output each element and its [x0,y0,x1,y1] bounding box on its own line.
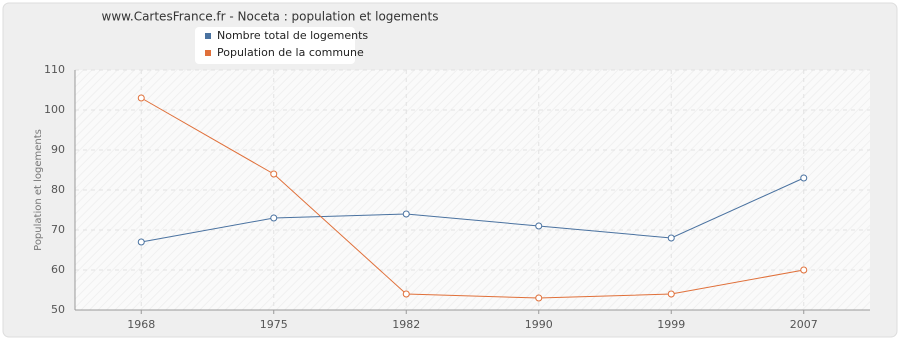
chart-title: www.CartesFrance.fr - Noceta : populatio… [102,10,439,24]
x-tick-label: 1990 [525,318,553,331]
plot-area [75,70,870,310]
series-line [141,97,804,299]
legend-swatch [205,33,211,39]
legend-label: Nombre total de logements [217,29,368,42]
y-tick-label: 80 [51,183,65,196]
data-point [270,214,278,222]
legend-label: Population de la commune [217,46,364,59]
x-tick-label: 2007 [790,318,818,331]
y-tick-label: 50 [51,303,65,316]
y-tick-label: 70 [51,223,65,236]
x-tick-label: 1968 [127,318,155,331]
series-line [141,177,804,243]
data-point [535,222,543,230]
x-tick-label: 1975 [260,318,288,331]
y-tick-label: 110 [44,63,65,76]
y-tick-label: 100 [44,103,65,116]
data-point [402,290,410,298]
data-point [137,238,145,246]
data-point [535,294,543,302]
y-tick-label: 90 [51,143,65,156]
data-point [800,174,808,182]
data-point [667,290,675,298]
legend-swatch [205,50,211,56]
x-tick-label: 1982 [392,318,420,331]
data-point [667,234,675,242]
x-tick-label: 1999 [657,318,685,331]
data-point [402,210,410,218]
data-point [270,170,278,178]
data-point [137,94,145,102]
data-point [800,266,808,274]
legend [195,27,355,64]
y-tick-label: 60 [51,263,65,276]
y-axis-label: Population et logements [33,129,44,251]
